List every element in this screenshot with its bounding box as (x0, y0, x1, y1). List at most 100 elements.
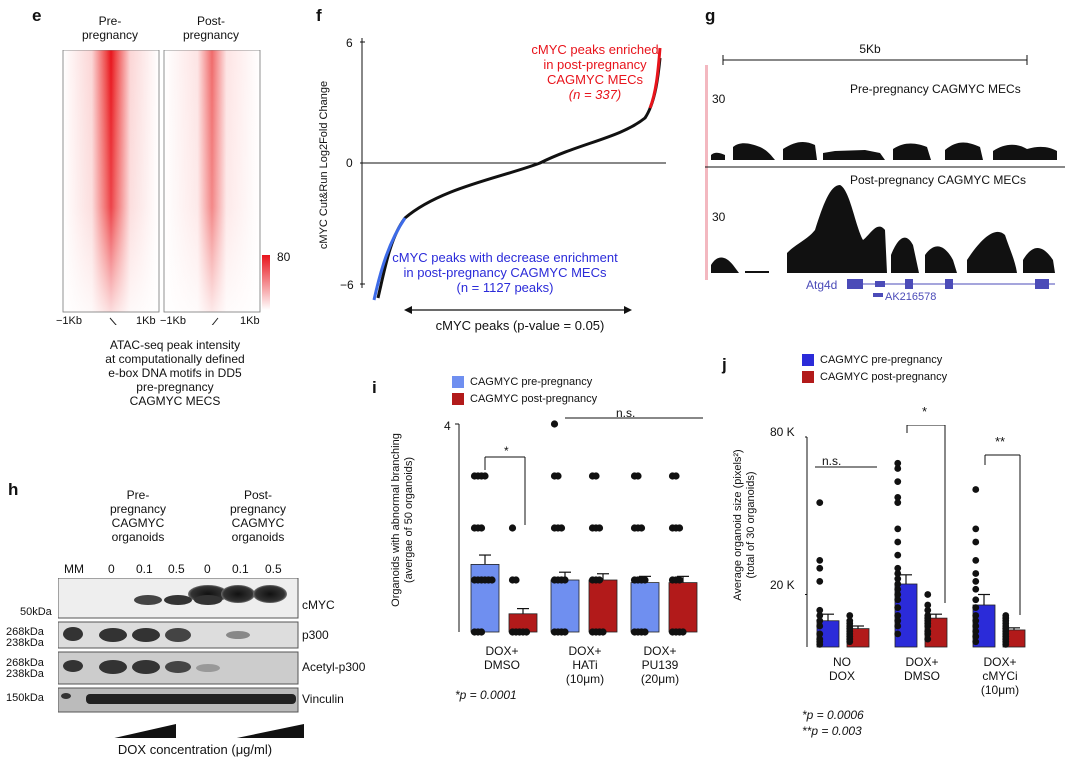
g-track2-max: 30 (712, 210, 726, 224)
h-lane-4: 0 (204, 562, 211, 576)
i-group-2: DOX+ HATi (10μm) (555, 644, 615, 686)
h-group-pre: Pre- pregnancy CAGMYC organoids (98, 488, 178, 544)
e-col-pre-line1: Pre- (98, 14, 122, 28)
data-point (816, 499, 824, 507)
data-point (894, 564, 902, 572)
i-group-1-line1: DOX+ (485, 644, 519, 658)
data-point (972, 585, 980, 593)
h-marker-238a: 238kDa (6, 637, 44, 649)
data-point (924, 612, 932, 619)
j-sig-ns: n.s. (822, 454, 842, 468)
data-point (592, 472, 600, 480)
data-point (488, 576, 496, 584)
f-ylabel: cMYC Cut&Run Log2Fold Change (318, 80, 330, 250)
i-ytick-4: 4 (444, 419, 451, 433)
j-group-1: NO DOX (818, 655, 866, 683)
j-legend-post: CAGMYC post-pregnancy (802, 371, 947, 383)
f-annot-down-line1: cMYC peaks with decrease enrichment (392, 250, 618, 265)
e-xtick-post-left: −1Kb (160, 315, 186, 327)
data-point (816, 556, 824, 564)
h-western-blot (58, 578, 304, 738)
data-point (634, 472, 642, 480)
i-ylabel-line2: (avergae of 50 organoids) (403, 457, 415, 583)
i-legend-pre-text: CAGMYC pre-pregnancy (470, 376, 593, 388)
f-annot-up-line4: (n = 337) (568, 87, 622, 102)
g-scale-label: 5Kb (859, 42, 881, 56)
h-lane-5: 0.1 (232, 562, 249, 576)
bar-2-0 (630, 582, 660, 633)
j-ylabel: Average organoid size (pixels²) (total o… (732, 405, 758, 645)
j-group-3-line1: DOX+ (983, 655, 1017, 669)
g-tracks (705, 55, 1065, 297)
e-col-post: Post- pregnancy (163, 14, 259, 42)
f-annot-up-line1: cMYC peaks enriched (531, 42, 659, 57)
j-ytick-20k: 20 K (770, 578, 795, 592)
j-pvalue-1: *p = 0.0006 (802, 708, 864, 722)
data-point (972, 570, 980, 577)
g-gene2: AK216578 (885, 291, 937, 303)
e-caption-line2: at computationally defined (105, 352, 245, 366)
data-point (972, 612, 980, 619)
i-sig-star: * (504, 444, 509, 458)
j-group-3: DOX+ cMYCi (10μm) (968, 655, 1032, 697)
bar-2-1 (668, 582, 698, 633)
j-group-3-line2: cMYCi (982, 669, 1018, 683)
i-ylabel: Organoids with abnormal branching (averg… (390, 400, 416, 640)
e-col-pre: Pre- pregnancy (62, 14, 158, 42)
data-point (972, 596, 980, 604)
h-band-vinculin: Vinculin (302, 692, 344, 706)
data-point (599, 628, 607, 636)
data-point (816, 606, 824, 614)
data-point (924, 635, 932, 643)
data-point (972, 525, 980, 533)
panel-j-label: j (722, 355, 727, 374)
data-point (672, 472, 680, 480)
panel-f-label: f (316, 6, 322, 25)
panel-g-label: g (705, 6, 716, 25)
f-annot-up-line2: in post-pregnancy (543, 57, 647, 72)
data-point (924, 606, 932, 614)
data-point (894, 525, 902, 533)
e-caption-line5: CAGMYC MECS (129, 394, 221, 408)
data-point (894, 493, 902, 501)
h-group-pre-line4: organoids (111, 530, 165, 544)
data-point (816, 564, 824, 572)
j-legend-pre: CAGMYC pre-pregnancy (802, 354, 942, 366)
j-legend-pre-swatch (802, 354, 814, 366)
data-point (894, 630, 902, 638)
g-track1-signal (711, 141, 1057, 160)
data-point (595, 524, 604, 532)
j-group-2-line1: DOX+ (905, 655, 939, 669)
h-band-p300: p300 (302, 628, 329, 642)
data-point (972, 627, 980, 635)
j-legend-post-swatch (802, 371, 814, 383)
data-point (972, 638, 980, 646)
data-point (816, 635, 824, 643)
j-group-2: DOX+ DMSO (892, 655, 952, 683)
data-point (972, 622, 980, 630)
data-point (679, 628, 687, 636)
e-xtick-pre-left: −1Kb (56, 315, 82, 327)
h-lane-3: 0.5 (168, 562, 185, 576)
j-chart (805, 425, 1026, 648)
i-group-3-line2: PU139 (641, 658, 679, 672)
data-point (816, 617, 824, 625)
i-legend-pre-swatch (452, 376, 464, 388)
i-legend-pre: CAGMYC pre-pregnancy (452, 376, 592, 388)
data-point (561, 628, 569, 636)
h-marker-50: 50kDa (20, 606, 52, 618)
e-col-pre-line2: pregnancy (81, 28, 139, 42)
i-ylabel-line1: Organoids with abnormal branching (390, 433, 402, 607)
data-point (641, 576, 649, 584)
h-lane-6: 0.5 (265, 562, 282, 576)
j-ytick-80k: 80 K (770, 425, 795, 439)
f-ytick-bottom: −6 (340, 278, 354, 292)
data-point (894, 617, 902, 625)
h-marker-268a: 268kDa (6, 626, 44, 638)
e-col-post-line2: pregnancy (182, 28, 240, 42)
g-track2-signal (711, 185, 1055, 273)
e-scale-value: 80 (277, 250, 291, 264)
h-lane-mm: MM (64, 562, 84, 576)
data-point (481, 472, 489, 480)
f-annot-down-line3: (n = 1127 peaks) (456, 280, 554, 295)
